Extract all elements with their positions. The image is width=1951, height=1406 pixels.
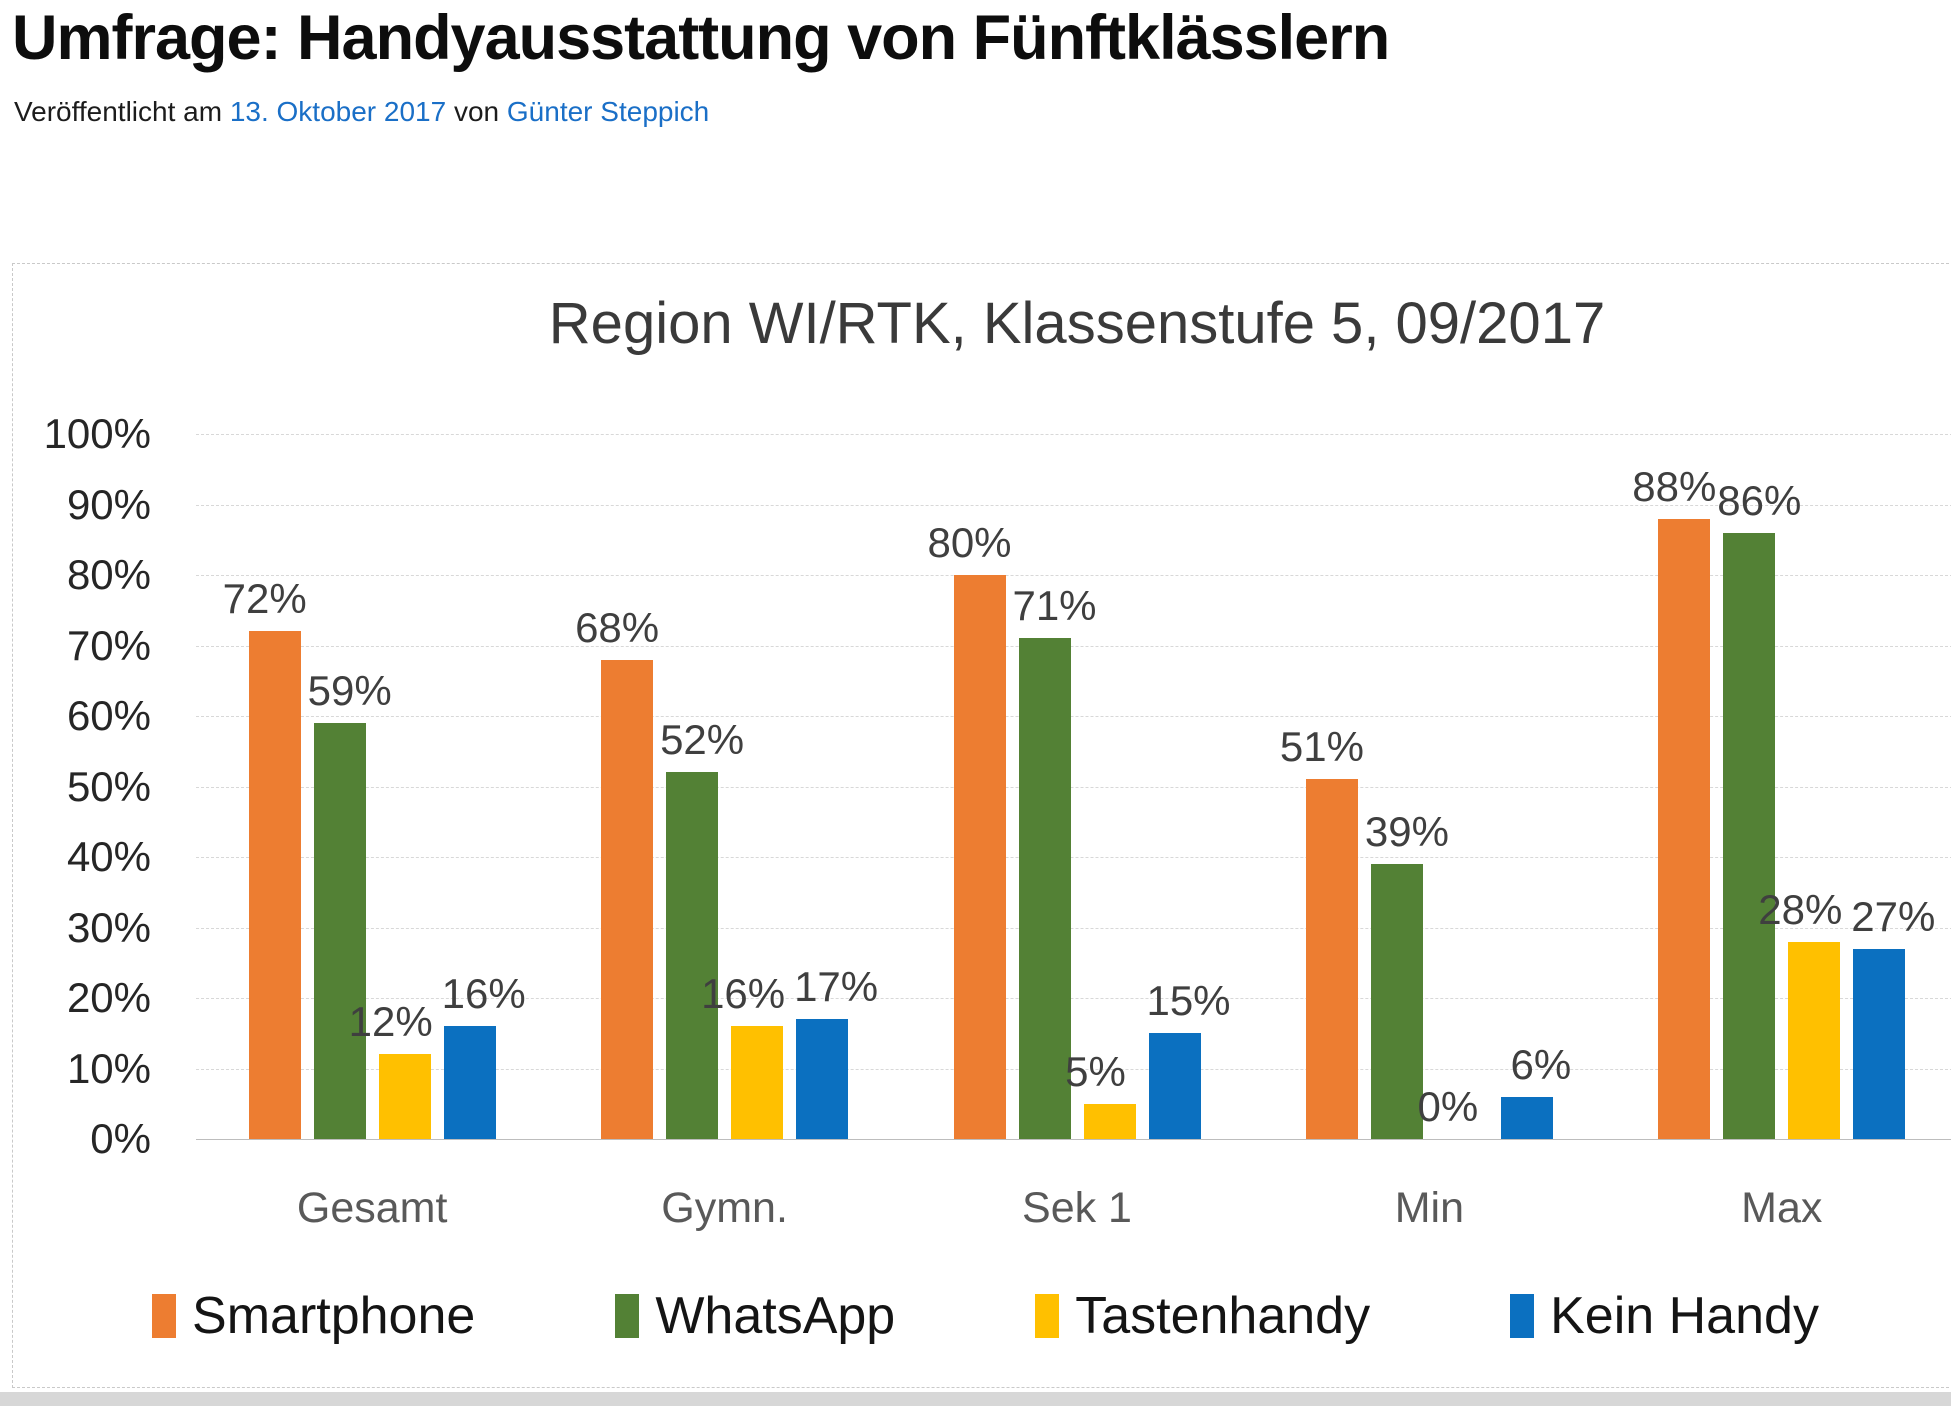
y-axis-tick-label: 60% bbox=[66, 692, 151, 739]
bar-value-label: 39% bbox=[1364, 808, 1449, 855]
bar-value-label: 16% bbox=[701, 970, 786, 1017]
bar-tastenhandy-max bbox=[1788, 942, 1841, 1139]
bar-whatsapp-sek-1 bbox=[1018, 638, 1071, 1139]
bar-smartphone-sek-1 bbox=[953, 575, 1006, 1139]
bar-tastenhandy-sek-1 bbox=[1083, 1104, 1136, 1139]
bar-value-label: 68% bbox=[575, 604, 660, 651]
bar-value-label: 16% bbox=[441, 970, 526, 1017]
legend-item-tastenhandy: Tastenhandy bbox=[1035, 1286, 1370, 1346]
x-axis-category-label: Gymn. bbox=[661, 1184, 788, 1232]
legend-swatch-icon bbox=[1510, 1294, 1535, 1338]
gridline bbox=[196, 998, 1951, 999]
x-axis-line bbox=[196, 1139, 1951, 1140]
legend-item-whatsapp: WhatsApp bbox=[615, 1286, 895, 1346]
legend-label: Tastenhandy bbox=[1075, 1287, 1371, 1345]
bar-value-label: 17% bbox=[794, 963, 879, 1010]
gridline bbox=[196, 504, 1951, 506]
byline: Veröffentlicht am 13. Oktober 2017 von G… bbox=[14, 96, 709, 128]
bar-value-label: 5% bbox=[1065, 1048, 1126, 1095]
bar-whatsapp-gymn- bbox=[666, 772, 719, 1139]
bar-kein-handy-min bbox=[1500, 1097, 1553, 1139]
bar-smartphone-min bbox=[1305, 779, 1358, 1139]
bar-smartphone-max bbox=[1658, 519, 1711, 1139]
legend-item-kein-handy: Kein Handy bbox=[1510, 1286, 1819, 1346]
x-axis-category-label: Min bbox=[1394, 1184, 1465, 1232]
y-axis-tick-label: 0% bbox=[90, 1115, 151, 1162]
gridline bbox=[196, 927, 1951, 929]
x-axis-category-label: Sek 1 bbox=[1022, 1184, 1132, 1232]
gridline bbox=[196, 786, 1951, 788]
legend-item-smartphone: Smartphone bbox=[152, 1286, 475, 1346]
y-axis-tick-label: 30% bbox=[66, 903, 151, 951]
y-axis-tick-label: 80% bbox=[66, 551, 151, 598]
bar-kein-handy-sek-1 bbox=[1148, 1033, 1201, 1139]
bar-value-label: 88% bbox=[1632, 463, 1717, 510]
y-axis-tick-label: 10% bbox=[66, 1044, 151, 1092]
bar-value-label: 71% bbox=[1012, 582, 1097, 629]
bar-whatsapp-gesamt bbox=[313, 723, 366, 1139]
bar-value-label: 6% bbox=[1510, 1041, 1572, 1088]
bar-tastenhandy-gesamt bbox=[378, 1054, 431, 1139]
byline-prefix: Veröffentlicht am bbox=[14, 96, 230, 127]
bar-whatsapp-max bbox=[1723, 533, 1776, 1139]
gridline bbox=[196, 716, 1951, 717]
y-axis-tick-label: 20% bbox=[66, 974, 151, 1021]
gridline bbox=[196, 1068, 1951, 1070]
y-axis-tick-label: 40% bbox=[66, 833, 151, 880]
author-link[interactable]: Günter Steppich bbox=[506, 96, 710, 127]
bar-smartphone-gesamt bbox=[248, 631, 301, 1139]
bar-value-label: 27% bbox=[1851, 893, 1936, 940]
bar-value-label: 80% bbox=[927, 519, 1012, 566]
chart-title: Region WI/RTK, Klassenstufe 5, 09/2017 bbox=[548, 291, 1606, 356]
x-axis-category-label: Max bbox=[1741, 1184, 1823, 1232]
chart-panel: Region WI/RTK, Klassenstufe 5, 09/2017 0… bbox=[12, 263, 1951, 1388]
legend-swatch-icon bbox=[1035, 1294, 1060, 1338]
bar-kein-handy-max bbox=[1853, 949, 1906, 1139]
bar-smartphone-gymn- bbox=[601, 660, 654, 1139]
bar-value-label: 72% bbox=[222, 575, 307, 622]
y-axis-tick-label: 70% bbox=[66, 621, 151, 669]
x-axis-category-label: Gesamt bbox=[296, 1184, 448, 1232]
bar-value-label: 15% bbox=[1146, 977, 1231, 1024]
bar-value-label: 12% bbox=[348, 998, 433, 1045]
legend-swatch-icon bbox=[615, 1294, 640, 1338]
bar-value-label: 86% bbox=[1717, 477, 1802, 524]
y-axis-tick-label: 90% bbox=[66, 480, 151, 528]
bar-tastenhandy-gymn- bbox=[731, 1026, 784, 1139]
chart-legend: Smartphone WhatsApp Tastenhandy Kein Handy bbox=[13, 1284, 1951, 1348]
byline-von: von bbox=[446, 96, 507, 127]
bar-whatsapp-min bbox=[1370, 864, 1423, 1139]
legend-label: WhatsApp bbox=[655, 1287, 896, 1345]
gridline bbox=[196, 857, 1951, 858]
bar-value-label: 52% bbox=[660, 716, 745, 763]
y-axis-tick-label: 100% bbox=[43, 410, 151, 457]
y-axis-tick-label: 50% bbox=[66, 762, 151, 810]
bar-kein-handy-gymn- bbox=[796, 1019, 849, 1139]
bar-value-label: 59% bbox=[307, 667, 392, 714]
gridline bbox=[196, 434, 1951, 435]
page-title: Umfrage: Handyausstattung von Fünftkläss… bbox=[12, 3, 1390, 73]
gridline bbox=[196, 645, 1951, 647]
bar-value-label: 28% bbox=[1758, 886, 1843, 933]
bar-value-label: 0% bbox=[1417, 1083, 1479, 1130]
bar-kein-handy-gesamt bbox=[443, 1026, 496, 1139]
legend-label: Smartphone bbox=[192, 1287, 476, 1345]
legend-swatch-icon bbox=[152, 1294, 177, 1338]
gridline bbox=[196, 575, 1951, 576]
date-link[interactable]: 13. Oktober 2017 bbox=[229, 96, 447, 127]
bottom-divider bbox=[0, 1392, 1951, 1406]
bar-value-label: 51% bbox=[1279, 723, 1364, 770]
legend-label: Kein Handy bbox=[1550, 1287, 1819, 1345]
